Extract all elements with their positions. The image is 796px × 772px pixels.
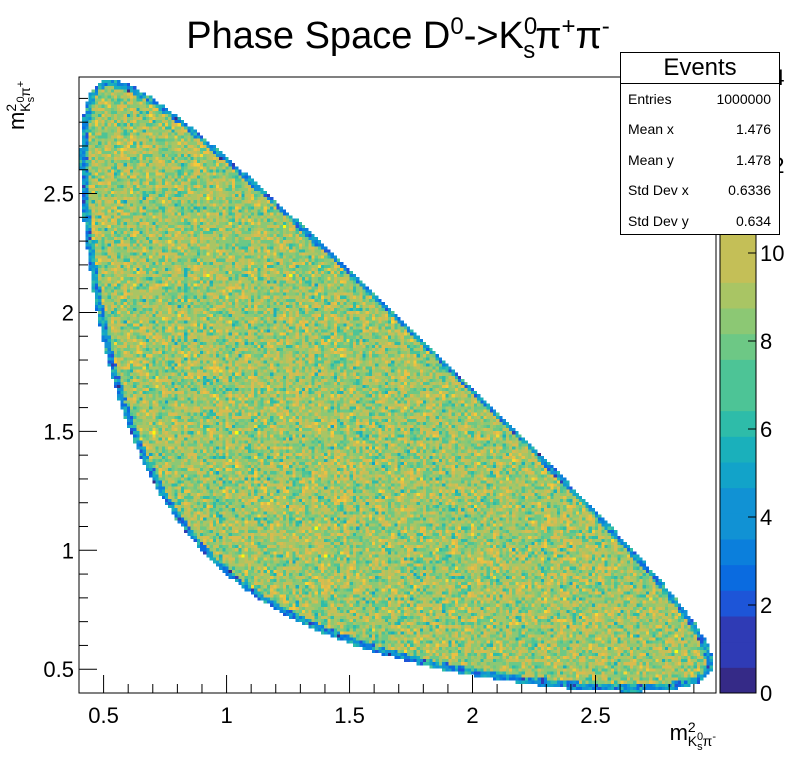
color-scale-band xyxy=(720,308,756,335)
stats-row: Mean y 1.478 xyxy=(621,145,779,175)
y-tick-label: 1.5 xyxy=(43,419,74,444)
color-scale-label: 2 xyxy=(760,593,772,618)
color-scale-band xyxy=(720,462,756,489)
color-scale-band xyxy=(720,487,756,514)
x-axis-title: m2 K0 sπ- xyxy=(670,719,717,753)
stats-row: Std Dev x 0.6336 xyxy=(621,175,779,205)
plot-frame xyxy=(78,76,717,694)
color-scale-label: 8 xyxy=(760,329,772,354)
stats-box: Events Entries 1000000 Mean x 1.476 Mean… xyxy=(620,52,780,235)
y-tick-label: 2.5 xyxy=(43,182,74,207)
stats-label: Std Dev y xyxy=(628,212,689,229)
color-scale-band xyxy=(720,436,756,463)
y-tick-label: 2 xyxy=(62,300,74,325)
y-tick-label: 0.5 xyxy=(43,657,74,682)
color-scale-label: 0 xyxy=(760,681,772,706)
color-scale-band xyxy=(720,359,756,386)
heatmap-bins xyxy=(79,77,716,693)
stats-row: Mean x 1.476 xyxy=(621,114,779,144)
stats-label: Mean x xyxy=(628,121,674,138)
stats-title: Events xyxy=(621,53,779,84)
stats-value: 1.478 xyxy=(735,151,771,168)
color-scale-band xyxy=(720,513,756,540)
color-scale-band xyxy=(720,590,756,617)
x-tick-label: 2.5 xyxy=(580,703,611,728)
stats-label: Entries xyxy=(628,91,672,107)
color-scale-band xyxy=(720,641,756,668)
y-tick-label: 1 xyxy=(62,538,74,563)
x-tick-label: 1.5 xyxy=(334,703,365,728)
x-tick-label: 0.5 xyxy=(88,703,119,728)
color-scale-label: 10 xyxy=(760,241,784,266)
y-axis-title: m2K0sπ+ xyxy=(3,81,37,130)
x-tick-label: 2 xyxy=(466,703,478,728)
color-scale-band xyxy=(720,385,756,412)
color-scale-band xyxy=(720,282,756,309)
stats-value: 0.6336 xyxy=(728,182,771,199)
color-scale-label: 6 xyxy=(760,417,772,442)
stats-row: Std Dev y 0.634 xyxy=(621,206,779,236)
color-scale-label: 4 xyxy=(760,505,772,530)
color-scale-band xyxy=(720,333,756,360)
x-tick-label: 1 xyxy=(220,703,232,728)
chart-title: Phase Space D0->K0 sπ+π- xyxy=(186,13,609,64)
stats-value: 1000000 xyxy=(716,91,771,107)
color-scale-band xyxy=(720,667,756,694)
color-scale-band xyxy=(720,564,756,591)
stats-label: Std Dev x xyxy=(628,182,689,199)
y-axis: 0.5 1 1.5 2 2.5 xyxy=(43,97,97,694)
color-scale-band xyxy=(720,410,756,437)
color-scale-band xyxy=(720,616,756,643)
stats-row: Entries 1000000 xyxy=(621,84,779,114)
stats-value: 1.476 xyxy=(735,121,771,138)
color-scale-band xyxy=(720,539,756,566)
stats-value: 0.634 xyxy=(735,212,771,229)
stats-label: Mean y xyxy=(628,151,674,168)
color-scale-band xyxy=(720,256,756,283)
x-axis: 0.5 1 1.5 2 2.5 xyxy=(78,675,695,728)
